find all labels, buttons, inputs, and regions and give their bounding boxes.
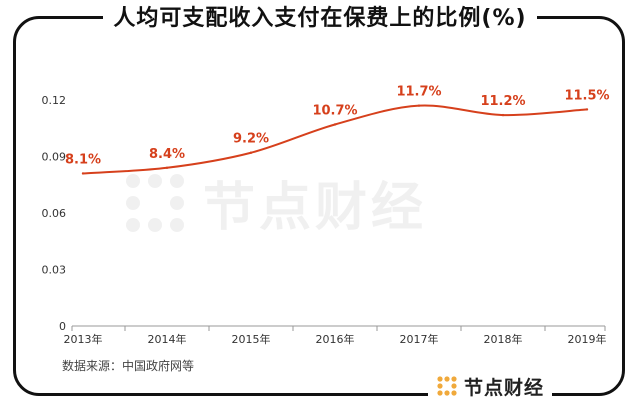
watermark-text: 节点财经: [203, 178, 428, 238]
data-label: 11.2%: [480, 94, 525, 109]
y-tick-label: 0.03: [42, 264, 67, 277]
brand-logo: 节点财经: [428, 372, 553, 400]
x-axis: 2013年 2014年 2015年 2016年 2017年 2018年 2019年: [64, 325, 607, 346]
chart-title: 人均可支配收入支付在保费上的比例(%): [103, 4, 537, 34]
data-point: [585, 108, 589, 111]
data-point: [333, 123, 337, 126]
data-point: [165, 166, 169, 169]
y-tick-label: 0.12: [42, 94, 67, 107]
data-point: [249, 151, 253, 154]
x-tick-label: 2014年: [148, 332, 187, 346]
data-point: [501, 113, 505, 117]
brand-name: 节点财经: [464, 376, 545, 399]
data-label: 11.7%: [396, 85, 441, 100]
data-labels: 8.1% 8.4% 9.2% 10.7% 11.7% 11.2% 11.5%: [65, 85, 610, 168]
x-tick-label: 2019年: [568, 332, 607, 346]
data-label: 8.1%: [65, 152, 101, 167]
data-label: 8.4%: [149, 147, 185, 162]
watermark-logo-icon: [126, 173, 184, 232]
x-tick-label: 2013年: [64, 332, 103, 346]
data-label: 10.7%: [312, 103, 357, 118]
y-axis: 0 0.03 0.06 0.09 0.12: [42, 94, 67, 333]
title-container: 人均可支配收入支付在保费上的比例(%): [0, 0, 640, 34]
series: [81, 104, 589, 175]
y-tick-label: 0: [59, 320, 66, 333]
source-note: 数据来源：中国政府网等: [62, 359, 195, 373]
y-tick-label: 0.06: [42, 207, 67, 220]
x-tick-label: 2015年: [232, 332, 271, 346]
watermark: 节点财经: [123, 165, 427, 240]
data-point: [417, 104, 421, 107]
dots-grid-logo-icon: [437, 376, 457, 396]
x-tick-label: 2016年: [316, 332, 355, 346]
data-point: [81, 172, 85, 175]
x-tick-label: 2018年: [484, 332, 523, 346]
y-tick-label: 0.09: [42, 151, 67, 164]
data-label: 9.2%: [233, 132, 269, 147]
x-tick-label: 2017年: [400, 332, 439, 346]
data-label: 11.5%: [564, 88, 609, 103]
